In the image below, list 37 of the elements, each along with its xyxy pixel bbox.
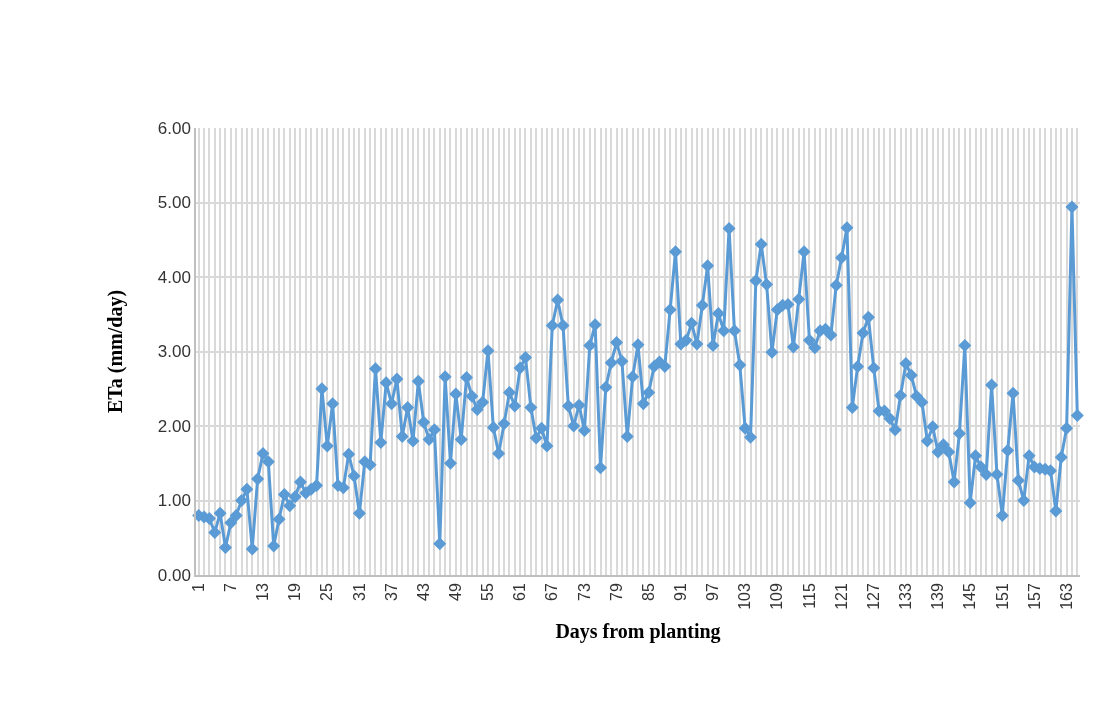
x-tick-label: 61 <box>511 583 529 601</box>
x-tick-label: 139 <box>929 583 947 610</box>
x-tick-label: 127 <box>864 583 882 610</box>
x-tick-label: 13 <box>254 583 272 601</box>
x-tick-label: 145 <box>961 583 979 610</box>
x-tick-label: 85 <box>639 583 657 601</box>
x-tick-label: 115 <box>800 583 818 609</box>
x-tick-label: 49 <box>447 583 465 601</box>
y-tick-label: 6.00 <box>157 118 191 138</box>
x-tick-label: 97 <box>704 583 722 601</box>
x-tick-label: 25 <box>318 583 336 601</box>
y-tick-label: 1.00 <box>157 491 191 511</box>
x-tick-label: 109 <box>768 583 786 610</box>
x-tick-label: 73 <box>575 583 593 601</box>
y-tick-label: 2.00 <box>157 416 191 436</box>
x-tick-label: 79 <box>607 583 625 601</box>
x-tick-label: 151 <box>993 583 1011 610</box>
x-tick-label: 31 <box>350 583 368 601</box>
x-tick-label: 43 <box>414 583 432 601</box>
x-tick-label: 163 <box>1057 583 1075 610</box>
x-tick-label: 103 <box>736 583 754 610</box>
x-tick-label: 91 <box>672 583 690 601</box>
y-tick-label: 4.00 <box>157 267 191 287</box>
x-tick-label: 7 <box>222 583 240 593</box>
y-tick-label: 5.00 <box>157 193 191 213</box>
y-axis-title: ETa (mm/day) <box>103 289 127 414</box>
x-tick-label: 55 <box>479 583 497 601</box>
x-tick-label: 133 <box>897 583 915 610</box>
x-tick-label: 1 <box>189 583 207 593</box>
x-tick-label: 121 <box>832 583 850 610</box>
x-axis-title: Days from planting <box>555 619 721 643</box>
x-tick-label: 157 <box>1025 583 1043 610</box>
x-tick-label: 19 <box>286 583 304 601</box>
x-tick-label: 37 <box>382 583 400 601</box>
y-tick-label: 0.00 <box>157 565 191 585</box>
y-tick-label: 3.00 <box>157 342 191 362</box>
x-tick-label: 67 <box>543 583 561 601</box>
